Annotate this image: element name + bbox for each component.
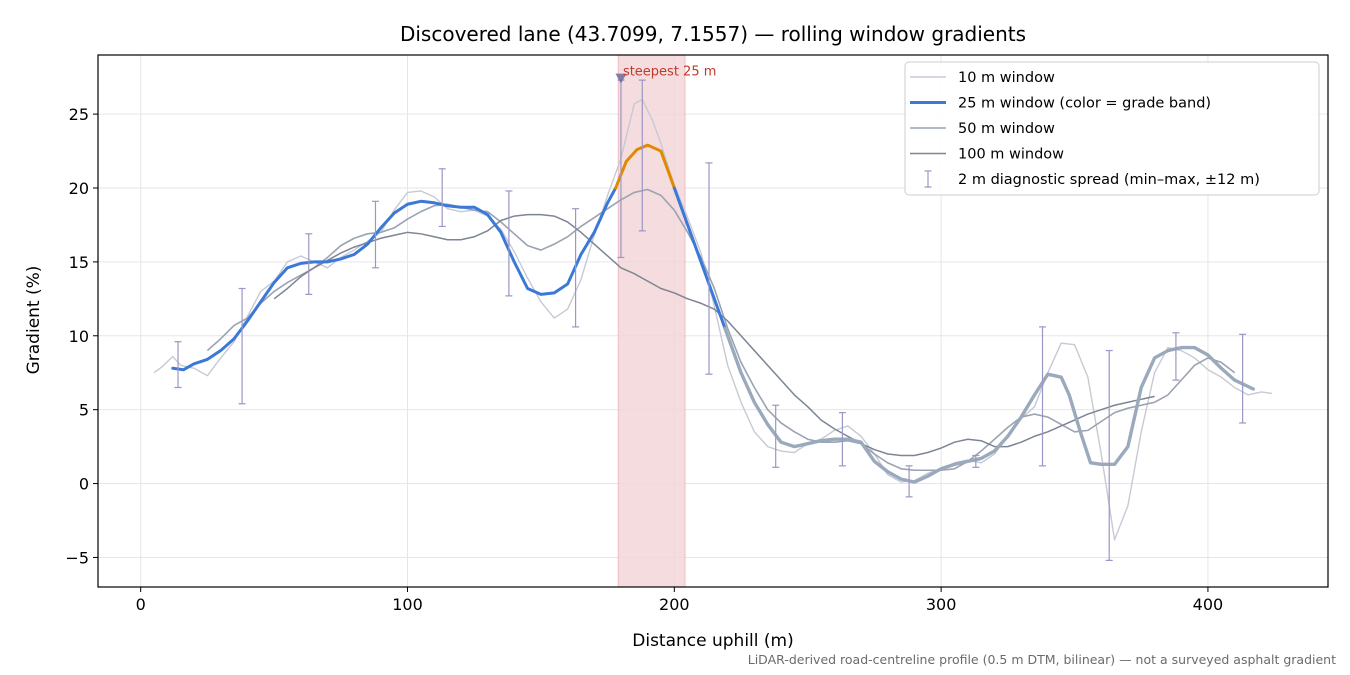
diagnostic-error-bar [371, 200, 379, 269]
chart-title: Discovered lane (43.7099, 7.1557) — roll… [400, 22, 1026, 46]
diagnostic-error-bar [972, 454, 980, 468]
diagnostic-error-bar [572, 208, 580, 328]
legend-item: 10 m window [910, 70, 1055, 86]
y-tick-label: 15 [69, 253, 89, 272]
steepest-marker [615, 73, 627, 84]
series-10m-line [153, 98, 1273, 541]
series-25m-segment [723, 326, 1255, 484]
diagnostic-error-bar [772, 404, 780, 468]
x-tick-label: 400 [1193, 595, 1224, 614]
legend-label: 50 m window [958, 121, 1055, 137]
plot-area: steepest 25 m 0 100 200 300 400 −5 0 5 10 15 20 25 10… [65, 54, 1329, 614]
diagnostic-error-bar [238, 287, 246, 405]
y-tick-label: 10 [69, 327, 89, 346]
legend-item: 25 m window (color = grade band) [910, 96, 1211, 112]
y-tick-label: 0 [79, 475, 89, 494]
diagnostic-error-bar [174, 341, 182, 389]
legend-label: 2 m diagnostic spread (min–max, ±12 m) [958, 172, 1260, 188]
diagnostic-error-bar [1172, 332, 1180, 381]
diagnostic-error-bar [905, 465, 913, 498]
legend-item: 100 m window [910, 147, 1064, 163]
steepest-highlight-band [617, 54, 686, 588]
steepest-annotation: steepest 25 m [623, 65, 716, 80]
legend-item: 2 m diagnostic spread (min–max, ±12 m) [924, 170, 1260, 188]
diagnostic-error-bar [438, 168, 446, 228]
legend-box [904, 61, 1320, 196]
legend-label: 100 m window [958, 147, 1064, 163]
y-tick-label: 20 [69, 179, 89, 198]
diagnostic-error-bar [1239, 333, 1247, 424]
diagnostic-error-bar [838, 412, 846, 467]
x-tick-label: 200 [659, 595, 690, 614]
y-tick-label: 25 [69, 105, 89, 124]
legend-label: 25 m window (color = grade band) [958, 96, 1211, 112]
legend-label: 10 m window [958, 70, 1055, 86]
series-25m-segment [171, 186, 618, 372]
y-tick-label: −5 [65, 548, 89, 567]
diagnostic-error-bar [1105, 349, 1113, 562]
diagnostic-error-bar [505, 190, 513, 297]
diagnostic-error-bar [1039, 326, 1047, 467]
y-axis-title: Gradient (%) [24, 266, 44, 375]
legend: 10 m window 25 m window (color = grade ba… [904, 61, 1320, 196]
x-tick-label: 100 [392, 595, 423, 614]
x-axis-title: Distance uphill (m) [632, 631, 793, 651]
series-100m-line [273, 213, 1155, 457]
footnote: LiDAR-derived road-centreline profile (0… [748, 652, 1336, 667]
y-tick-label: 5 [79, 401, 89, 420]
diagnostic-error-bar [305, 233, 313, 295]
series-25m-segment [672, 186, 727, 330]
legend-item: 50 m window [910, 121, 1055, 137]
x-tick-label: 300 [926, 595, 957, 614]
diagnostic-error-bar [705, 162, 713, 375]
x-tick-label: 0 [136, 595, 146, 614]
plot-frame [97, 54, 1329, 588]
diagnostic-error-bar [638, 79, 646, 232]
